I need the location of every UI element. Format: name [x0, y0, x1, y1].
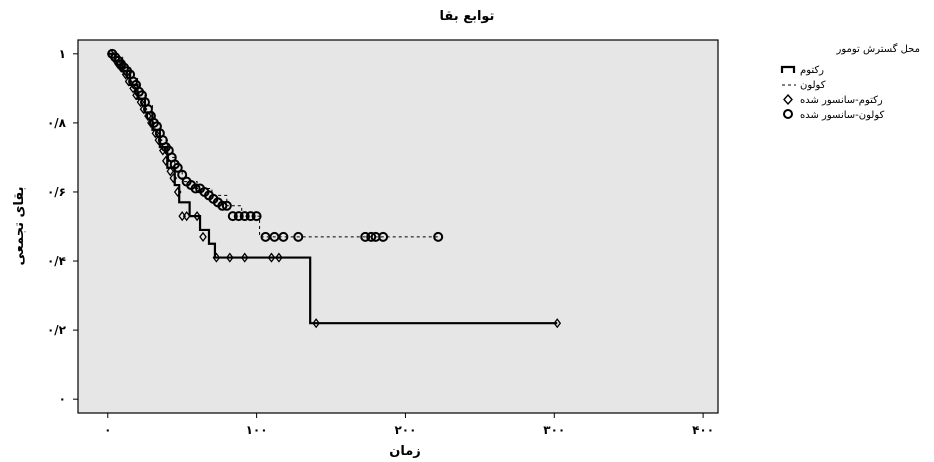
y-tick-label: ۰/۸: [47, 116, 67, 130]
legend-item-colon: کولون: [782, 80, 826, 91]
censor-mark-colon: [190, 183, 201, 194]
censor-mark-rectum: [124, 76, 133, 87]
censor-mark-rectum: [129, 83, 137, 94]
censor-mark-rectum: [169, 173, 178, 184]
censor-mark-colon: [172, 162, 183, 173]
censor-mark-colon: [251, 211, 262, 222]
legend-title: محل گسترش تومور: [836, 43, 920, 55]
y-tick-label: ۰/۲: [47, 323, 67, 337]
censor-mark-colon: [239, 211, 250, 222]
x-tick-label: ۴۰۰: [692, 423, 714, 437]
circle-icon: [783, 109, 793, 119]
censor-mark-colon: [245, 211, 256, 222]
y-tick-label: ۱: [59, 47, 66, 61]
legend-item-rectum-censored: رکتوم-سانسور شده: [783, 93, 883, 106]
legend-label-colon-censored: کولون-سانسور شده: [800, 110, 885, 121]
censor-mark-colon: [293, 231, 304, 242]
diamond-icon: [783, 93, 793, 106]
y-axis-ticks: ۰ ۰/۲ ۰/۴ ۰/۶ ۰/۸ ۱: [47, 47, 78, 406]
censor-mark-colon: [227, 211, 238, 222]
legend-item-rectum: رکتوم: [780, 65, 824, 76]
y-tick-label: ۰/۶: [47, 185, 66, 199]
censor-mark-rectum: [199, 231, 207, 242]
censor-mark-rectum: [193, 211, 201, 222]
censor-mark-colon: [378, 231, 389, 242]
censor-mark-rectum: [275, 252, 283, 263]
y-axis-label: بقای تجمعی: [12, 186, 27, 265]
x-axis-ticks: ۰ ۱۰۰ ۲۰۰ ۳۰۰ ۴۰۰: [104, 413, 714, 437]
x-axis-label: زمان: [389, 444, 421, 459]
x-tick-label: ۱۰۰: [246, 423, 268, 437]
censor-mark-rectum: [136, 97, 145, 108]
censor-mark-colon: [433, 231, 444, 242]
censor-mark-rectum: [151, 128, 160, 139]
chart-title: توابع بقا: [440, 9, 495, 24]
censor-mark-rectum: [173, 186, 182, 198]
censor-mark-rectum: [312, 318, 320, 329]
censor-mark-rectum: [182, 211, 191, 222]
censor-mark-rectum: [212, 252, 221, 263]
legend-item-colon-censored: کولون-سانسور شده: [783, 109, 885, 121]
legend-swatch-step-line: [780, 65, 796, 73]
censor-mark-colon: [360, 231, 371, 242]
legend: محل گسترش تومور رکتوم کولون رکتوم-سانسور…: [780, 43, 920, 121]
plot-area: [77, 39, 719, 414]
censor-mark-rectum: [154, 135, 163, 146]
censor-mark-colon: [221, 200, 232, 211]
censor-mark-colon: [217, 200, 228, 211]
censor-mark-colon: [177, 169, 188, 180]
censor-mark-rectum: [166, 166, 175, 177]
censor-mark-rectum: [226, 252, 234, 263]
legend-label-colon: کولون: [800, 80, 826, 91]
y-tick-label: ۰/۴: [47, 254, 66, 268]
legend-label-rectum: رکتوم: [800, 65, 824, 76]
censor-mark-rectum: [240, 252, 249, 263]
y-tick-label: ۰: [59, 392, 66, 406]
censor-mark-colon: [366, 231, 377, 242]
x-tick-label: ۳۰۰: [543, 423, 565, 437]
censor-marks-group: [106, 48, 562, 329]
censor-mark-colon: [278, 231, 289, 242]
censor-mark-rectum: [139, 103, 148, 115]
x-tick-label: ۲۰۰: [394, 423, 416, 437]
x-tick-label: ۰: [104, 423, 111, 437]
legend-label-rectum-censored: رکتوم-سانسور شده: [800, 95, 883, 106]
censor-mark-rectum: [267, 252, 276, 263]
censor-mark-colon: [233, 211, 244, 222]
censor-mark-rectum: [553, 318, 562, 329]
